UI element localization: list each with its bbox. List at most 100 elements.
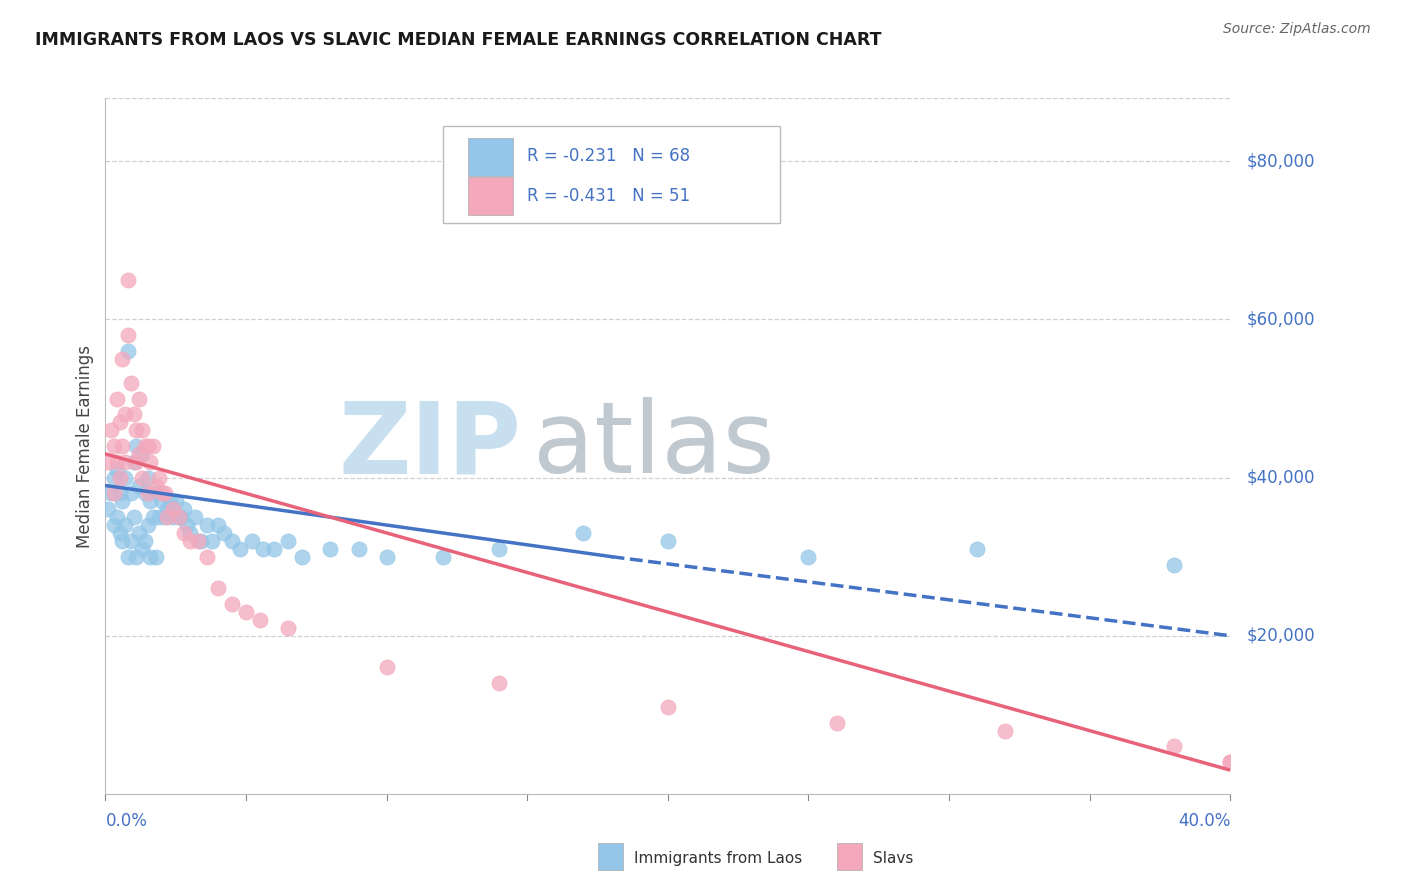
Point <box>488 541 510 556</box>
Point <box>103 486 125 500</box>
Point <box>111 494 134 508</box>
Point <box>1163 739 1185 754</box>
Text: $40,000: $40,000 <box>1247 468 1316 487</box>
Point <box>657 699 679 714</box>
Point <box>148 510 170 524</box>
Text: Slavs: Slavs <box>873 851 914 865</box>
Point <box>1219 756 1241 770</box>
Point <box>145 549 167 564</box>
Text: 40.0%: 40.0% <box>1178 812 1230 830</box>
Point <box>128 526 150 541</box>
Point <box>125 455 148 469</box>
Point <box>167 510 190 524</box>
Point <box>108 526 131 541</box>
Point <box>100 423 122 437</box>
Point <box>572 526 595 541</box>
Point <box>117 328 139 343</box>
Point <box>131 447 153 461</box>
Point <box>128 447 150 461</box>
Point <box>103 470 125 484</box>
Point <box>100 486 122 500</box>
Point <box>252 541 274 556</box>
Point <box>488 676 510 690</box>
Point <box>122 408 145 422</box>
Point <box>195 518 218 533</box>
Point <box>235 605 257 619</box>
Text: $60,000: $60,000 <box>1247 310 1316 328</box>
Point <box>114 455 136 469</box>
Point <box>221 597 243 611</box>
Text: ZIP: ZIP <box>339 398 522 494</box>
Point <box>1163 558 1185 572</box>
Point <box>125 549 148 564</box>
Point <box>207 582 229 596</box>
Text: IMMIGRANTS FROM LAOS VS SLAVIC MEDIAN FEMALE EARNINGS CORRELATION CHART: IMMIGRANTS FROM LAOS VS SLAVIC MEDIAN FE… <box>35 31 882 49</box>
Point <box>212 526 235 541</box>
Point <box>347 541 370 556</box>
Point <box>139 494 162 508</box>
Point <box>195 549 218 564</box>
Point <box>145 478 167 492</box>
Point <box>797 549 820 564</box>
Point <box>131 423 153 437</box>
Point <box>173 502 195 516</box>
Point <box>108 470 131 484</box>
Point <box>97 455 120 469</box>
Point <box>142 439 165 453</box>
Point <box>125 423 148 437</box>
Point <box>117 344 139 359</box>
Point <box>117 273 139 287</box>
Point <box>117 549 139 564</box>
Point <box>156 502 179 516</box>
Point <box>122 510 145 524</box>
Point <box>176 518 198 533</box>
Point <box>657 533 679 548</box>
Point <box>249 613 271 627</box>
Point <box>105 463 128 477</box>
Point <box>159 494 181 508</box>
Point <box>240 533 263 548</box>
Point <box>128 392 150 406</box>
Point <box>179 526 201 541</box>
Point <box>108 415 131 429</box>
Point <box>229 541 252 556</box>
Point <box>170 510 193 524</box>
Point <box>111 352 134 367</box>
Point <box>128 478 150 492</box>
Bar <box>468 177 513 215</box>
Point <box>150 486 173 500</box>
Point <box>150 494 173 508</box>
Point <box>145 486 167 500</box>
Point <box>162 502 184 516</box>
Point <box>277 621 299 635</box>
Text: R = -0.431   N = 51: R = -0.431 N = 51 <box>527 186 690 204</box>
Text: R = -0.231   N = 68: R = -0.231 N = 68 <box>527 147 690 165</box>
Point <box>825 715 848 730</box>
Point <box>105 510 128 524</box>
Point <box>966 541 988 556</box>
Point <box>97 502 120 516</box>
Point <box>136 486 159 500</box>
Point <box>105 455 128 469</box>
Point <box>291 549 314 564</box>
Point <box>221 533 243 548</box>
Point <box>103 439 125 453</box>
Point <box>122 455 145 469</box>
Point <box>190 533 212 548</box>
Point <box>120 376 142 390</box>
Text: atlas: atlas <box>533 398 775 494</box>
Point <box>277 533 299 548</box>
Point <box>994 723 1017 738</box>
Point <box>108 486 131 500</box>
Point <box>179 533 201 548</box>
Point <box>120 486 142 500</box>
Text: Immigrants from Laos: Immigrants from Laos <box>634 851 803 865</box>
Point <box>153 486 176 500</box>
Point <box>111 439 134 453</box>
Text: Source: ZipAtlas.com: Source: ZipAtlas.com <box>1223 22 1371 37</box>
Point <box>125 439 148 453</box>
Point <box>173 526 195 541</box>
Point <box>165 494 187 508</box>
Point <box>134 486 156 500</box>
FancyBboxPatch shape <box>443 126 780 223</box>
